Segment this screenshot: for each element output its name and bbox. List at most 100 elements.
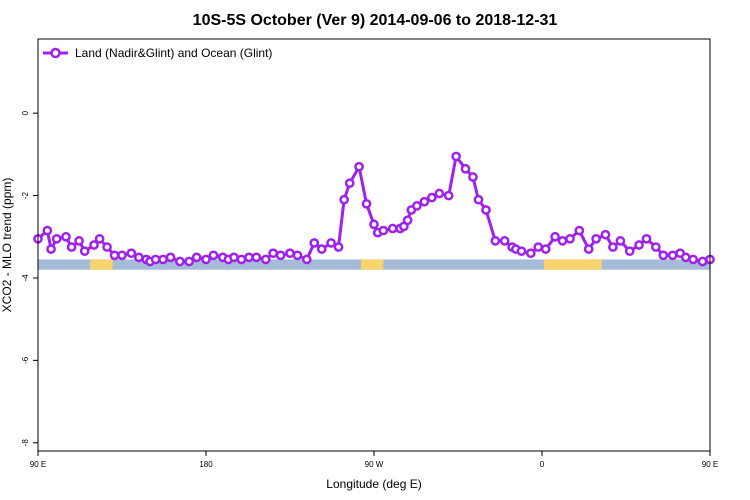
data-point [641, 233, 652, 244]
data-point [316, 244, 327, 254]
data-point [600, 229, 611, 240]
data-point [150, 254, 161, 265]
data-point [326, 238, 336, 248]
axis-ticks: 90 E 180 90 W 0 90 E 0 -2 -4 -6 -8 [21, 110, 718, 469]
land-band [90, 259, 113, 270]
data-point [525, 248, 536, 259]
data-point [402, 215, 413, 226]
legend: Land (Nadir&Glint) and Ocean (Glint) [43, 46, 272, 60]
data-point [117, 250, 127, 261]
data-point [608, 242, 618, 252]
data-point [285, 248, 295, 259]
data-point [301, 254, 312, 265]
data-point [427, 192, 437, 203]
data-point [260, 254, 271, 265]
data-point [387, 223, 398, 234]
data-point [434, 188, 445, 199]
data-point [412, 201, 422, 211]
legend-marker [50, 47, 61, 59]
plot-frame [37, 38, 711, 452]
data-point [651, 242, 661, 252]
data-point [344, 178, 355, 189]
data-point [540, 244, 551, 254]
y-tick-label: -4 [21, 274, 30, 282]
data-point [229, 252, 239, 263]
chart-title: 10S-5S October (Ver 9) 2014-09-06 to 201… [193, 12, 558, 29]
data-point [89, 240, 99, 250]
data-point [79, 246, 90, 257]
data-point [697, 256, 708, 267]
data-point [109, 250, 120, 261]
data-point [583, 244, 594, 254]
data-point [369, 219, 379, 230]
data-point [451, 151, 461, 162]
data-point [533, 242, 544, 252]
y-axis-label: XCO2 - MLO trend (ppm) [0, 178, 14, 313]
data-point [419, 196, 430, 207]
data-point [268, 248, 279, 259]
data-point [74, 236, 84, 246]
x-axis-label: Longitude (deg E) [326, 477, 421, 491]
data-point [126, 248, 137, 259]
x-tick-label: 90 E [702, 460, 718, 469]
data-point [468, 172, 478, 182]
data-point [591, 233, 601, 244]
x-tick-label: 180 [199, 460, 213, 469]
land-band [360, 259, 384, 270]
data-point [251, 252, 262, 263]
data-point [51, 233, 62, 244]
data-point [275, 250, 286, 261]
data-point [46, 244, 56, 254]
y-tick-label: -2 [21, 191, 30, 199]
data-point [550, 231, 560, 242]
data-point [680, 252, 691, 263]
data-point [688, 254, 699, 265]
data-point [292, 250, 303, 261]
data-point [333, 242, 344, 252]
data-point [361, 198, 372, 209]
x-tick-label: 90 E [30, 460, 46, 469]
data-point [309, 238, 320, 248]
data-point [244, 252, 254, 263]
data-point [499, 236, 510, 246]
data-point [615, 236, 626, 246]
data-point [443, 190, 454, 201]
land-band [543, 259, 602, 270]
data-point [236, 254, 247, 265]
data-point [490, 236, 501, 246]
data-point [102, 242, 112, 252]
legend-entry-label: Land (Nadir&Glint) and Ocean (Glint) [75, 46, 272, 60]
data-point [133, 252, 144, 263]
x-tick-label: 0 [540, 460, 545, 469]
data-point [516, 246, 527, 257]
data-point [473, 194, 484, 205]
data-point [61, 231, 71, 242]
basemap-strip [38, 259, 710, 270]
data-point [165, 252, 176, 263]
data-point [667, 250, 678, 261]
data-point [94, 233, 105, 244]
data-point [208, 250, 219, 261]
data-point [378, 225, 389, 236]
series-layer [33, 151, 715, 267]
data-point [191, 252, 202, 263]
data-point [460, 163, 471, 174]
data-point [481, 205, 491, 215]
data-point [66, 242, 77, 252]
data-point [184, 256, 195, 267]
data-point [201, 254, 211, 265]
data-point [565, 233, 575, 244]
y-tick-label: -6 [21, 356, 30, 364]
data-point [175, 256, 185, 267]
data-point [354, 161, 364, 172]
data-point [658, 250, 669, 261]
y-tick-label: 0 [21, 110, 30, 115]
y-tick-label: -8 [21, 439, 30, 447]
data-point [634, 240, 644, 250]
data-point [42, 225, 53, 236]
x-tick-label: 90 W [365, 460, 384, 469]
data-point [557, 236, 568, 246]
data-point [339, 194, 349, 205]
data-point [624, 246, 635, 257]
